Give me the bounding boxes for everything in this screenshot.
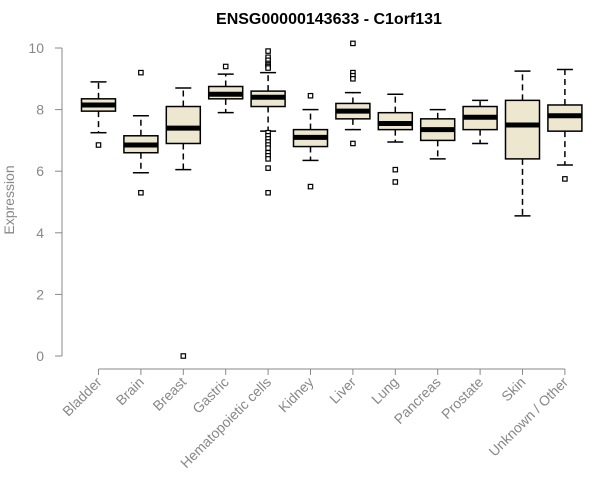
outlier-point [350, 140, 356, 147]
y-axis-label: Expression [1, 165, 17, 234]
y-tick-label: 0 [36, 348, 44, 364]
box-iqr [504, 99, 541, 160]
box-group [547, 68, 583, 182]
box-group [504, 70, 541, 217]
x-tick-label: Lung [368, 374, 401, 407]
y-tick-label: 4 [36, 225, 44, 241]
box-group [377, 93, 414, 185]
y-tick-label: 6 [36, 163, 44, 179]
box-group [207, 63, 244, 114]
y-tick-label: 10 [28, 40, 44, 56]
outlier-point [138, 189, 144, 196]
outlier-point [307, 92, 314, 99]
y-axis: 0 2 4 6 8 10 [28, 40, 63, 364]
x-tick-label: Skin [498, 374, 529, 405]
chart-title: ENSG00000143633 - C1orf131 [216, 11, 442, 28]
box-group [165, 87, 202, 359]
box-group [335, 40, 371, 147]
x-tick-label: Kidney [275, 374, 317, 416]
x-tick-label: Breast [149, 374, 189, 414]
outlier-point [265, 48, 271, 54]
outlier-point [350, 40, 356, 47]
outlier-point [138, 69, 144, 76]
x-tick-label: Liver [326, 374, 359, 407]
x-tick-label: Prostate [438, 374, 486, 422]
outlier-point [95, 142, 102, 148]
x-tick-label: Unknown / Other [485, 374, 571, 460]
box-group [292, 92, 329, 190]
outlier-point [392, 166, 399, 173]
outlier-point [180, 353, 187, 359]
x-tick-label: Pancreas [391, 374, 444, 427]
x-tick-label: Brain [113, 374, 147, 408]
outlier-point [265, 165, 271, 171]
outlier-point [562, 176, 568, 182]
box-iqr [165, 105, 202, 145]
outlier-point [265, 145, 271, 151]
outlier-point [350, 75, 356, 82]
x-tick-label: Bladder [59, 374, 105, 420]
outlier-point [222, 63, 229, 70]
y-tick-label: 8 [36, 102, 44, 118]
box-group [462, 99, 498, 145]
y-tick-label: 2 [36, 286, 44, 302]
box-group [80, 81, 117, 148]
box-group [419, 108, 456, 160]
box-group [250, 48, 286, 196]
boxes-group [80, 40, 583, 359]
outlier-point [265, 65, 271, 71]
outlier-point [392, 179, 399, 185]
outlier-point [265, 156, 271, 162]
outlier-point [265, 189, 271, 196]
box-group [123, 69, 159, 196]
outlier-point [307, 183, 314, 190]
